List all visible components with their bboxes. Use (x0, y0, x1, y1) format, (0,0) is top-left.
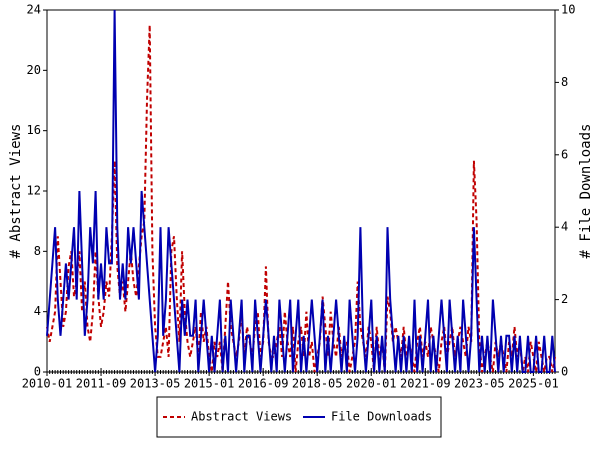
y-tick-label: 4 (34, 304, 41, 318)
y2-tick-label: 8 (561, 75, 568, 89)
x-tick-label: 2011-09 (76, 377, 127, 391)
y-tick-label: 20 (27, 63, 41, 77)
y-axis-title: # Abstract Views (8, 124, 24, 259)
legend-label: Abstract Views (191, 410, 292, 424)
y2-tick-label: 2 (561, 292, 568, 306)
y2-axis-title: # File Downloads (578, 124, 594, 259)
y2-tick-label: 4 (561, 220, 568, 234)
x-tick-label: 2013-05 (130, 377, 181, 391)
x-tick-label: 2018-05 (292, 377, 343, 391)
y-tick-label: 8 (34, 244, 41, 258)
x-tick-label: 2020-01 (346, 377, 397, 391)
x-tick-label: 2023-05 (454, 377, 505, 391)
y2-tick-label: 0 (561, 365, 568, 379)
y-tick-label: 12 (27, 184, 41, 198)
x-tick-label: 2021-09 (400, 377, 451, 391)
x-tick-label: 2010-01 (22, 377, 73, 391)
x-tick-label: 2015-01 (184, 377, 235, 391)
y-tick-label: 24 (27, 3, 41, 17)
legend-label: File Downloads (331, 410, 432, 424)
y-tick-label: 16 (27, 123, 41, 137)
x-tick-label: 2025-01 (508, 377, 559, 391)
series-line (46, 9, 556, 373)
series-line (46, 25, 556, 373)
legend-box (156, 396, 442, 438)
y-tick-label: 0 (34, 365, 41, 379)
y2-tick-label: 6 (561, 147, 568, 161)
x-tick-label: 2016-09 (238, 377, 289, 391)
y2-tick-label: 10 (561, 3, 575, 17)
